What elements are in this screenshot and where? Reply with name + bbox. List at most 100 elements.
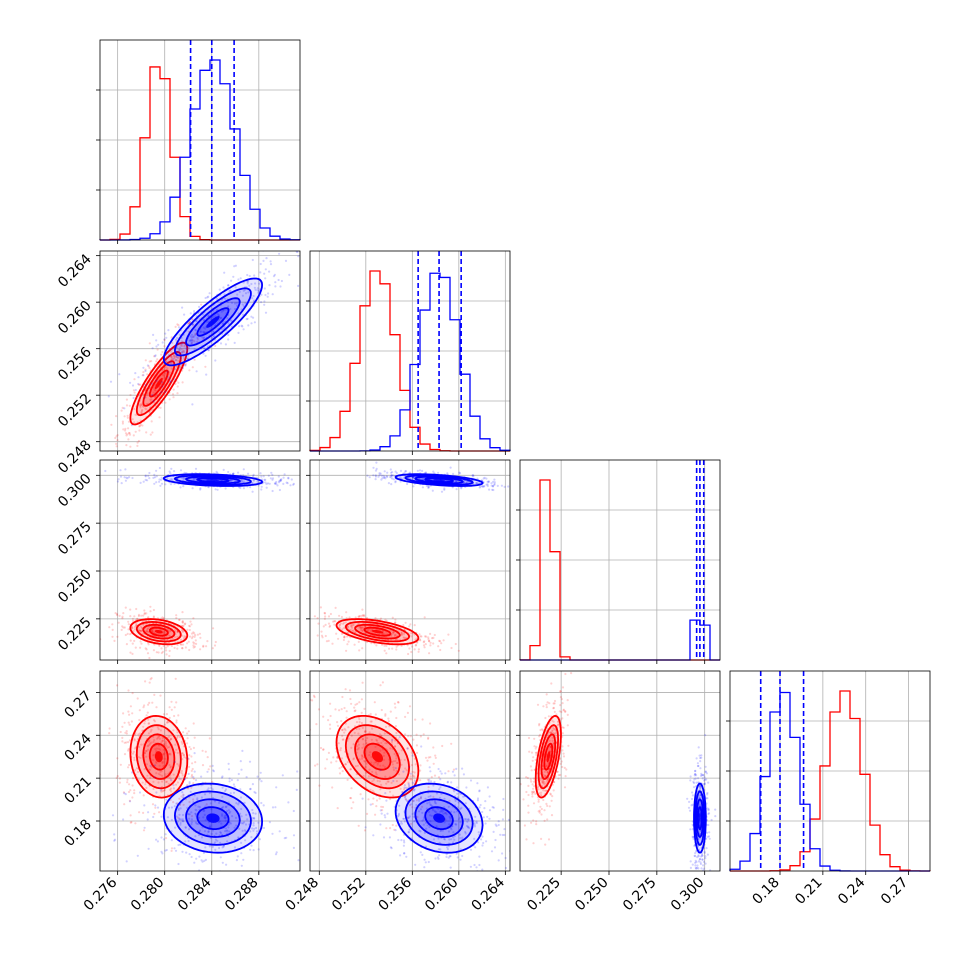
red-sample-point [121, 617, 124, 620]
blue-sample-point [461, 854, 464, 858]
red-sample-point [147, 718, 150, 721]
blue-sample-point [385, 799, 388, 802]
red-sample-point [440, 642, 443, 645]
blue-sample-point [203, 337, 206, 340]
red-sample-point [564, 672, 567, 676]
red-sample-point [410, 650, 413, 654]
blue-sample-point [364, 826, 367, 829]
red-sample-point [116, 757, 119, 760]
blue-sample-point [402, 476, 406, 479]
blue-sample-point [257, 291, 260, 294]
red-sample-point [130, 821, 133, 824]
red-sample-point [121, 725, 124, 728]
red-sample-point [461, 661, 463, 663]
blue-sample-point [148, 477, 151, 480]
blue-sample-point [170, 467, 173, 470]
red-sample-point [163, 788, 166, 792]
red-sample-point [123, 415, 126, 418]
blue-sample-point [449, 827, 452, 830]
blue-sample-point [714, 808, 717, 811]
red-sample-point [155, 772, 158, 775]
blue-sample-point [184, 826, 187, 829]
red-sample-point [427, 636, 430, 639]
blue-sample-point [443, 488, 446, 491]
blue-sample-point [268, 482, 271, 485]
red-sample-point [343, 635, 346, 638]
red-sample-point [381, 809, 384, 812]
red-sample-point [327, 639, 330, 643]
blue-sample-point [254, 282, 257, 285]
blue-sample-point [425, 807, 428, 810]
red-sample-point [134, 625, 137, 629]
red-sample-point [322, 748, 325, 751]
red-sample-point [123, 803, 126, 806]
blue-sample-point [448, 823, 451, 826]
red-sample-point [125, 730, 128, 733]
red-sample-point [143, 704, 146, 707]
blue-sample-point [466, 820, 469, 823]
blue-sample-point [447, 845, 450, 848]
red-sample-point [176, 643, 179, 647]
red-sample-point [169, 777, 172, 780]
blue-sample-point [252, 475, 255, 478]
blue-sample-point [476, 797, 480, 800]
blue-sample-point [126, 477, 129, 480]
blue-sample-point [432, 784, 435, 787]
blue-sample-point [260, 485, 263, 488]
blue-sample-point [196, 797, 199, 800]
blue-sample-point [418, 469, 422, 472]
red-sample-point [145, 630, 148, 633]
red-sample-point [336, 721, 339, 724]
red-sample-point [145, 431, 148, 434]
blue-sample-point [198, 305, 201, 308]
blue-sample-point [391, 471, 394, 474]
blue-sample-point [143, 396, 146, 399]
blue-sample-point [375, 794, 378, 797]
red-sample-point [122, 612, 125, 615]
blue-sample-point [476, 782, 479, 785]
red-sample-point [127, 748, 130, 751]
red-sample-point [115, 442, 118, 445]
red-sample-point [338, 709, 341, 712]
blue-sample-point [197, 822, 200, 826]
red-sample-point [190, 632, 194, 635]
red-sample-point [549, 793, 552, 796]
blue-density-peak [433, 813, 445, 823]
red-sample-point [161, 780, 164, 783]
blue-sample-point [266, 482, 270, 485]
blue-sample-point [484, 800, 487, 803]
blue-sample-point [203, 830, 207, 833]
blue-sample-point [233, 341, 236, 344]
red-sample-point [144, 680, 147, 683]
blue-sample-point [239, 760, 242, 763]
red-sample-point [353, 710, 356, 713]
red-sample-point [124, 633, 127, 637]
blue-sample-point [492, 830, 495, 834]
blue-sample-point [455, 767, 458, 771]
blue-sample-point [216, 488, 219, 491]
blue-sample-point [446, 781, 449, 784]
red-sample-point [385, 827, 388, 830]
red-sample-point [400, 763, 403, 766]
red-sample-point [410, 764, 413, 767]
blue-sample-point [690, 797, 694, 801]
blue-sample-point [241, 829, 244, 832]
blue-sample-point [475, 481, 478, 484]
red-sample-point [174, 677, 177, 680]
blue-sample-point [513, 487, 515, 489]
blue-sample-point [128, 800, 132, 803]
red-sample-point [354, 616, 357, 619]
blue-sample-point [409, 772, 413, 775]
red-sample-point [423, 646, 426, 649]
red-sample-point [364, 739, 367, 742]
blue-sample-point [227, 768, 231, 771]
red-sample-point [170, 367, 173, 370]
red-sample-point [162, 753, 165, 756]
red-sample-point [131, 692, 134, 695]
red-sample-point [546, 701, 549, 704]
red-sample-point [154, 748, 157, 751]
red-sample-point [132, 434, 135, 437]
red-sample-point [332, 756, 335, 759]
blue-sample-point [503, 485, 506, 488]
red-sample-point [372, 797, 375, 800]
